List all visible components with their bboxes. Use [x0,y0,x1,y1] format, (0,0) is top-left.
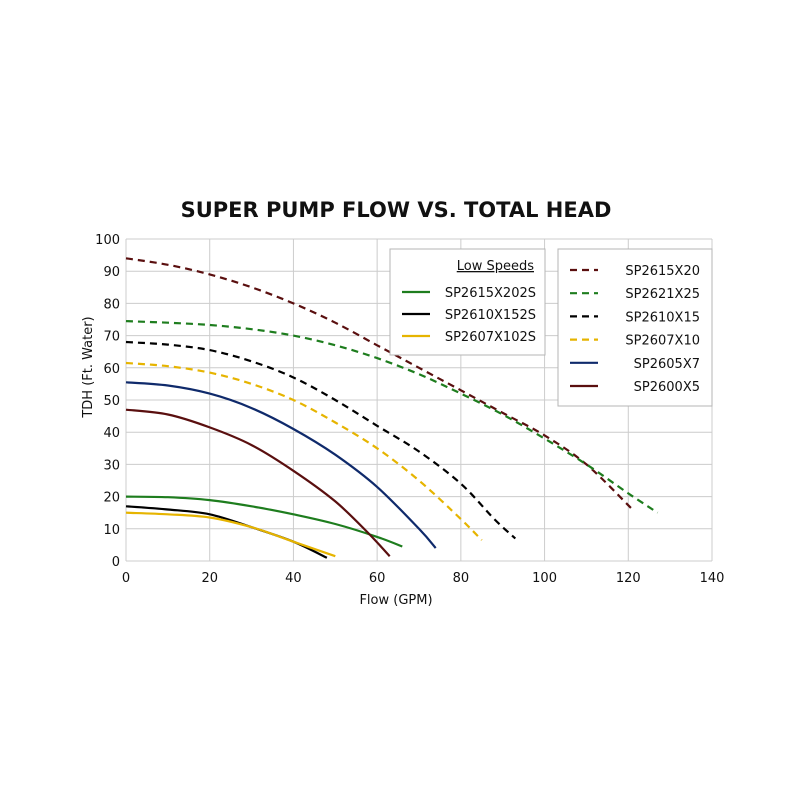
x-tick-label: 80 [453,571,470,586]
x-tick-label: 40 [285,571,302,586]
legend-entry-label: SP2610X15 [625,310,700,325]
chart-title: SUPER PUMP FLOW VS. TOTAL HEAD [181,198,612,222]
legend-entry-label: SP2615X20 [625,264,700,279]
legend-entry-label: SP2615X202S [445,286,536,301]
y-tick-label: 70 [103,330,120,345]
series-line-sp2600x5 [125,408,391,557]
y-tick-label: 60 [103,362,120,377]
x-tick-label: 140 [700,571,725,586]
x-tick-label: 0 [122,571,130,586]
legend-entry-label: SP2600X5 [634,380,700,395]
y-tick-label: 40 [103,426,120,441]
y-tick-label: 80 [103,297,120,312]
series-line-sp2605x7 [125,381,437,549]
series-line-sp2607x102s [125,511,336,558]
legend-entry-label: SP2621X25 [625,287,700,302]
legend-low-title: Low Speeds [457,259,534,274]
series-line-sp2615x20 [125,257,634,511]
series-line-sp2610x15 [125,340,517,540]
series-line-sp2621x25 [125,320,659,514]
y-tick-label: 100 [95,233,120,248]
x-tick-label: 60 [369,571,386,586]
y-axis-label: TDH (Ft. Water) [81,316,96,418]
legend-main: SP2615X20 SP2621X25 SP2610X15 SP2607X10 SP26… [557,248,713,407]
y-tick-label: 30 [103,458,120,473]
legend-low-speeds: Low Speeds SP2615X202S SP2610X152S SP2607X… [389,248,546,356]
y-tick-label: 50 [103,394,120,409]
x-tick-label: 100 [532,571,557,586]
y-tick-label: 0 [112,555,120,570]
y-tick-label: 10 [103,523,120,538]
x-ticks: 0 20 40 60 80 100 120 140 [122,571,725,586]
legend-entry-label: SP2610X152S [445,308,536,323]
x-tick-label: 20 [201,571,218,586]
y-tick-label: 20 [103,491,120,506]
series-line-sp2607x10 [125,361,483,541]
y-tick-label: 90 [103,265,120,280]
x-axis-label: Flow (GPM) [359,593,432,608]
y-ticks: 0 10 20 30 40 50 60 70 80 90 100 [95,233,120,570]
legend-entry-label: SP2607X102S [445,330,536,345]
legend-entry-label: SP2607X10 [625,334,700,349]
legend-main-box [557,248,713,407]
legend-entry-label: SP2605X7 [634,357,700,372]
legend-low-box [389,248,546,356]
x-tick-label: 120 [616,571,641,586]
series-line-sp2615x202s [125,495,403,548]
series-group [125,257,659,559]
